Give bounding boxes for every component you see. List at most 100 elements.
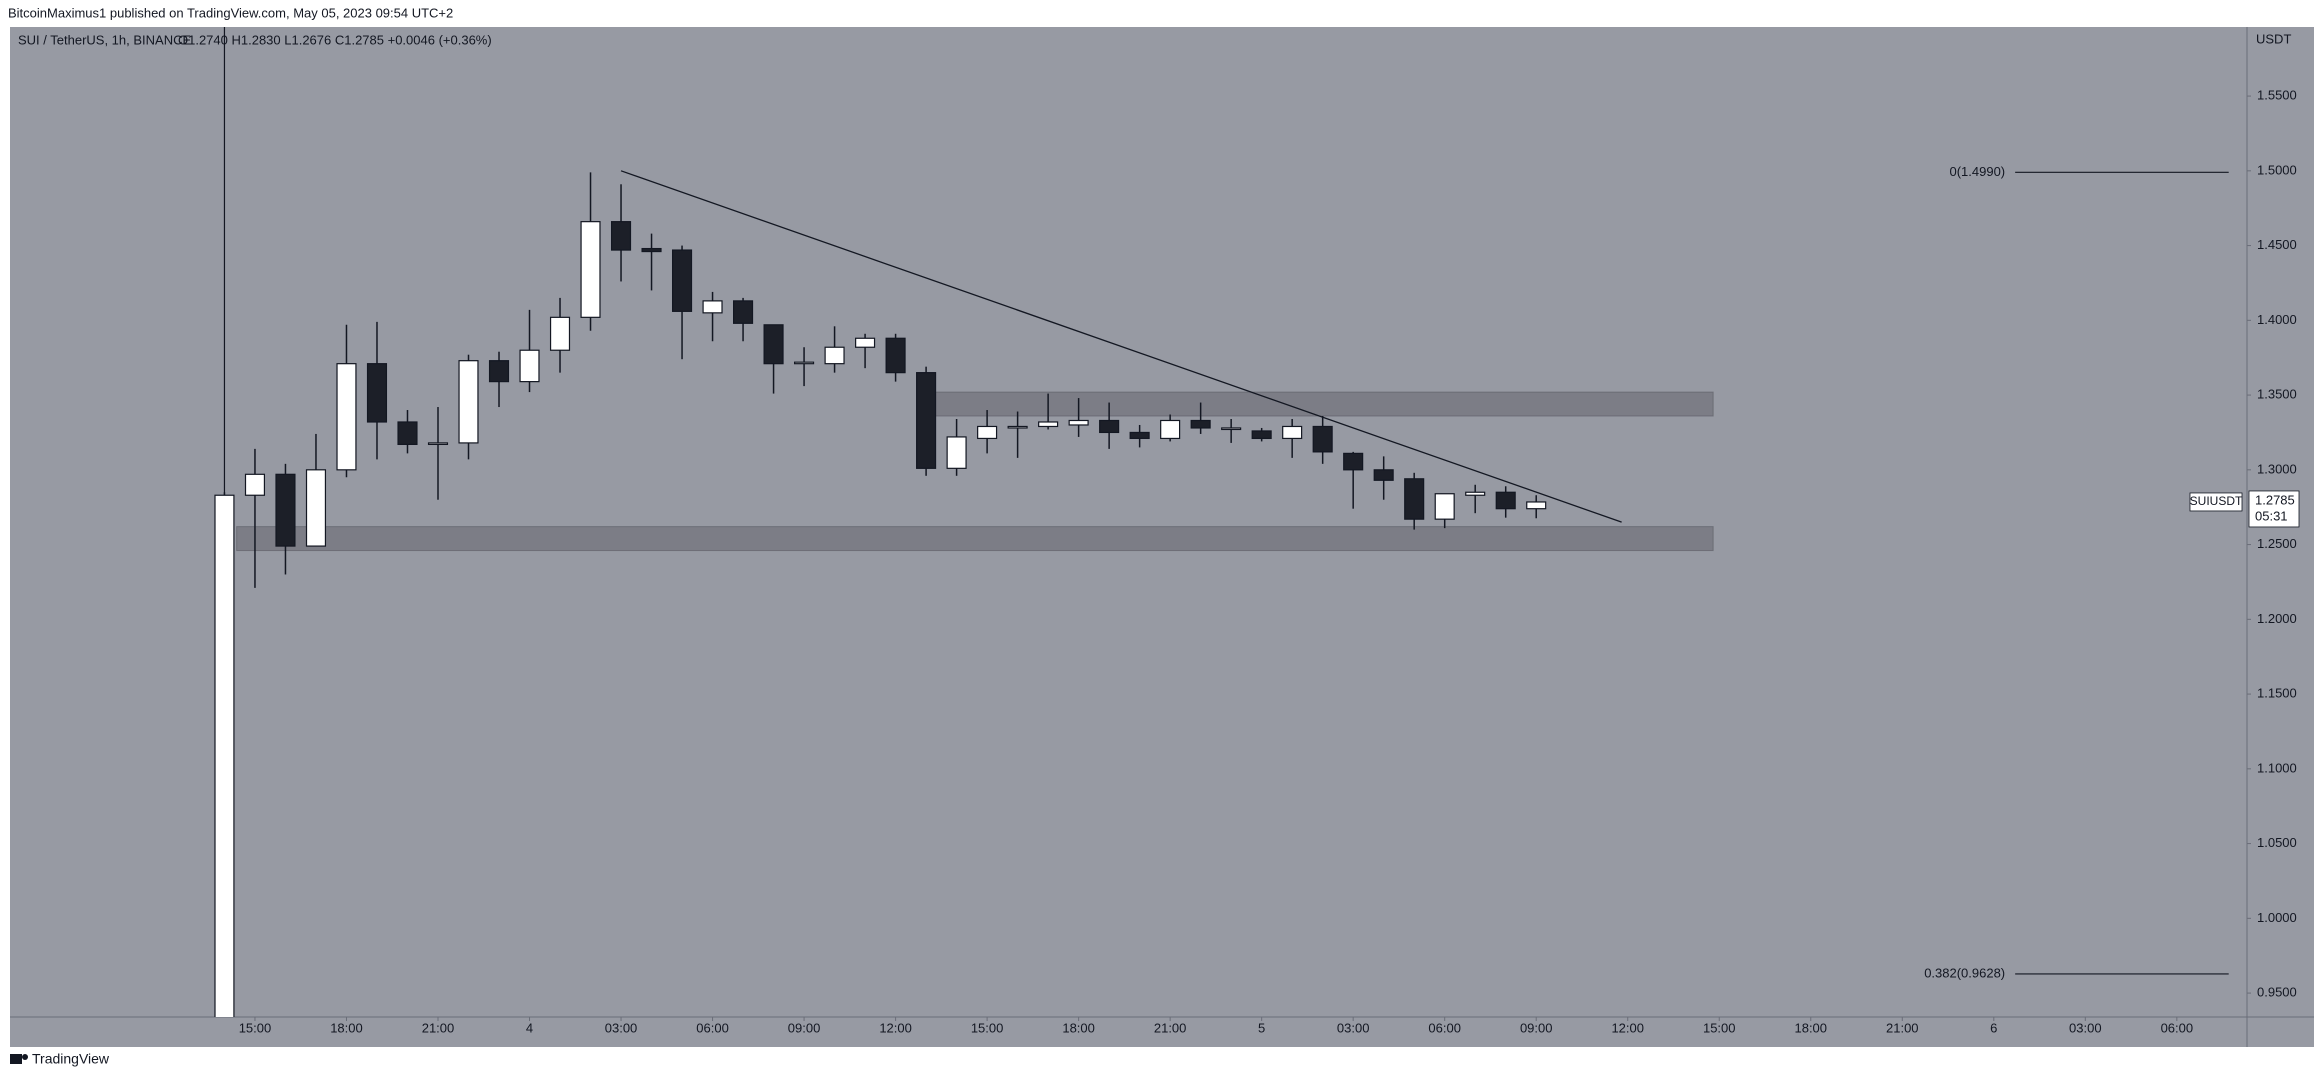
candle-body (427, 442, 449, 446)
x-tick-label: 03:00 (2069, 1020, 2102, 1035)
footer-logo: TradingView (10, 1051, 110, 1067)
y-tick-label: 1.0500 (2257, 835, 2297, 850)
candle-body (977, 425, 998, 440)
x-tick-label: 5 (1258, 1020, 1265, 1035)
candle-body (946, 436, 967, 469)
plot-background (10, 27, 2247, 1017)
x-tick-label: 15:00 (1703, 1020, 1736, 1035)
plot-area (214, 27, 2229, 1017)
candle-body (305, 469, 327, 547)
x-tick-label: 18:00 (330, 1020, 363, 1035)
y-tick-label: 1.4500 (2257, 237, 2297, 252)
x-tick-label: 21:00 (1154, 1020, 1187, 1035)
price-tag-box (2248, 490, 2300, 528)
candle-body (763, 324, 784, 365)
candle-body (1129, 431, 1150, 440)
candle-body (458, 360, 479, 444)
time-axis-background (10, 1017, 2314, 1047)
y-tick-label: 1.3000 (2257, 461, 2297, 476)
candle-body (366, 363, 388, 423)
candle-body (397, 421, 418, 446)
candle-body (1343, 452, 1364, 471)
candle-body (1282, 425, 1303, 440)
candle-body (1099, 419, 1120, 434)
fib-label: 0.382(0.9628) (1924, 965, 2005, 980)
candle-body (1373, 469, 1394, 481)
y-tick-label: 1.3500 (2257, 387, 2297, 402)
candle-body (1190, 419, 1211, 429)
y-tick-label: 1.5000 (2257, 162, 2297, 177)
symbol-tag: SUIUSDT (2190, 494, 2243, 508)
candle-body (671, 249, 693, 312)
x-tick-label: 03:00 (1337, 1020, 1370, 1035)
y-tick-label: 1.4000 (2257, 312, 2297, 327)
axis-unit: USDT (2256, 31, 2291, 46)
x-tick-label: 15:00 (971, 1020, 1004, 1035)
x-tick-label: 18:00 (1062, 1020, 1095, 1035)
x-tick-label: 12:00 (879, 1020, 912, 1035)
x-tick-label: 06:00 (696, 1020, 729, 1035)
candle-body (1160, 419, 1181, 440)
y-tick-label: 1.1000 (2257, 760, 2297, 775)
candle-body (1526, 501, 1547, 510)
x-tick-label: 4 (526, 1020, 533, 1035)
x-tick-label: 09:00 (1520, 1020, 1553, 1035)
y-tick-label: 1.2000 (2257, 611, 2297, 626)
x-tick-label: 06:00 (2161, 1020, 2194, 1035)
x-tick-label: 06:00 (1428, 1020, 1461, 1035)
candle-body (1312, 425, 1333, 453)
ohlc-line: O1.2740 H1.2830 L1.2676 C1.2785 +0.0046 … (178, 32, 492, 47)
y-tick-label: 0.9500 (2257, 985, 2297, 1000)
candle-body (733, 300, 754, 324)
candle-body (519, 349, 540, 383)
candle-body (916, 372, 937, 469)
candle-body (641, 247, 662, 253)
candle-body (1221, 427, 1242, 431)
trendline (620, 170, 1622, 523)
candle-body (214, 494, 235, 1017)
x-tick-label: 21:00 (422, 1020, 455, 1035)
candle-body (580, 221, 601, 318)
candle-body (610, 221, 632, 251)
candle-body (794, 361, 815, 365)
price-tag: 1.2785 (2255, 492, 2295, 507)
symbol-tag-box (2189, 492, 2243, 512)
candle-body (1434, 493, 1455, 520)
candle-body (1495, 491, 1516, 510)
candle-body (336, 363, 357, 471)
x-tick-label: 21:00 (1886, 1020, 1919, 1035)
candle-body (488, 360, 510, 383)
candle-body (1465, 491, 1486, 496)
x-tick-label: 18:00 (1794, 1020, 1827, 1035)
x-tick-label: 15:00 (239, 1020, 272, 1035)
y-tick-label: 1.0000 (2257, 910, 2297, 925)
y-tick-label: 1.1500 (2257, 686, 2297, 701)
candle-body (1251, 430, 1272, 440)
candle-body (275, 473, 296, 547)
x-tick-label: 03:00 (605, 1020, 638, 1035)
candle-body (244, 473, 266, 496)
y-tick-label: 1.2500 (2257, 536, 2297, 551)
fib-label: 0(1.4990) (1949, 164, 2005, 179)
candle-body (855, 337, 876, 348)
candle-body (1007, 425, 1028, 429)
candle-body (702, 300, 723, 314)
candle-body (1404, 478, 1425, 520)
candle-body (549, 316, 571, 351)
candle-body (1038, 421, 1059, 428)
footer-text: TradingView (32, 1051, 110, 1067)
publisher-line: BitcoinMaximus1 published on TradingView… (8, 5, 453, 20)
countdown: 05:31 (2255, 508, 2288, 523)
zone (934, 391, 1714, 417)
x-tick-label: 09:00 (788, 1020, 821, 1035)
y-tick-label: 1.5500 (2257, 88, 2297, 103)
symbol-line: SUI / TetherUS, 1h, BINANCE (18, 32, 191, 47)
candle-body (885, 337, 906, 374)
candle-body (824, 346, 845, 365)
candle-body (1068, 419, 1089, 426)
x-tick-label: 12:00 (1611, 1020, 1644, 1035)
zone (236, 526, 1714, 552)
x-tick-label: 6 (1990, 1020, 1997, 1035)
